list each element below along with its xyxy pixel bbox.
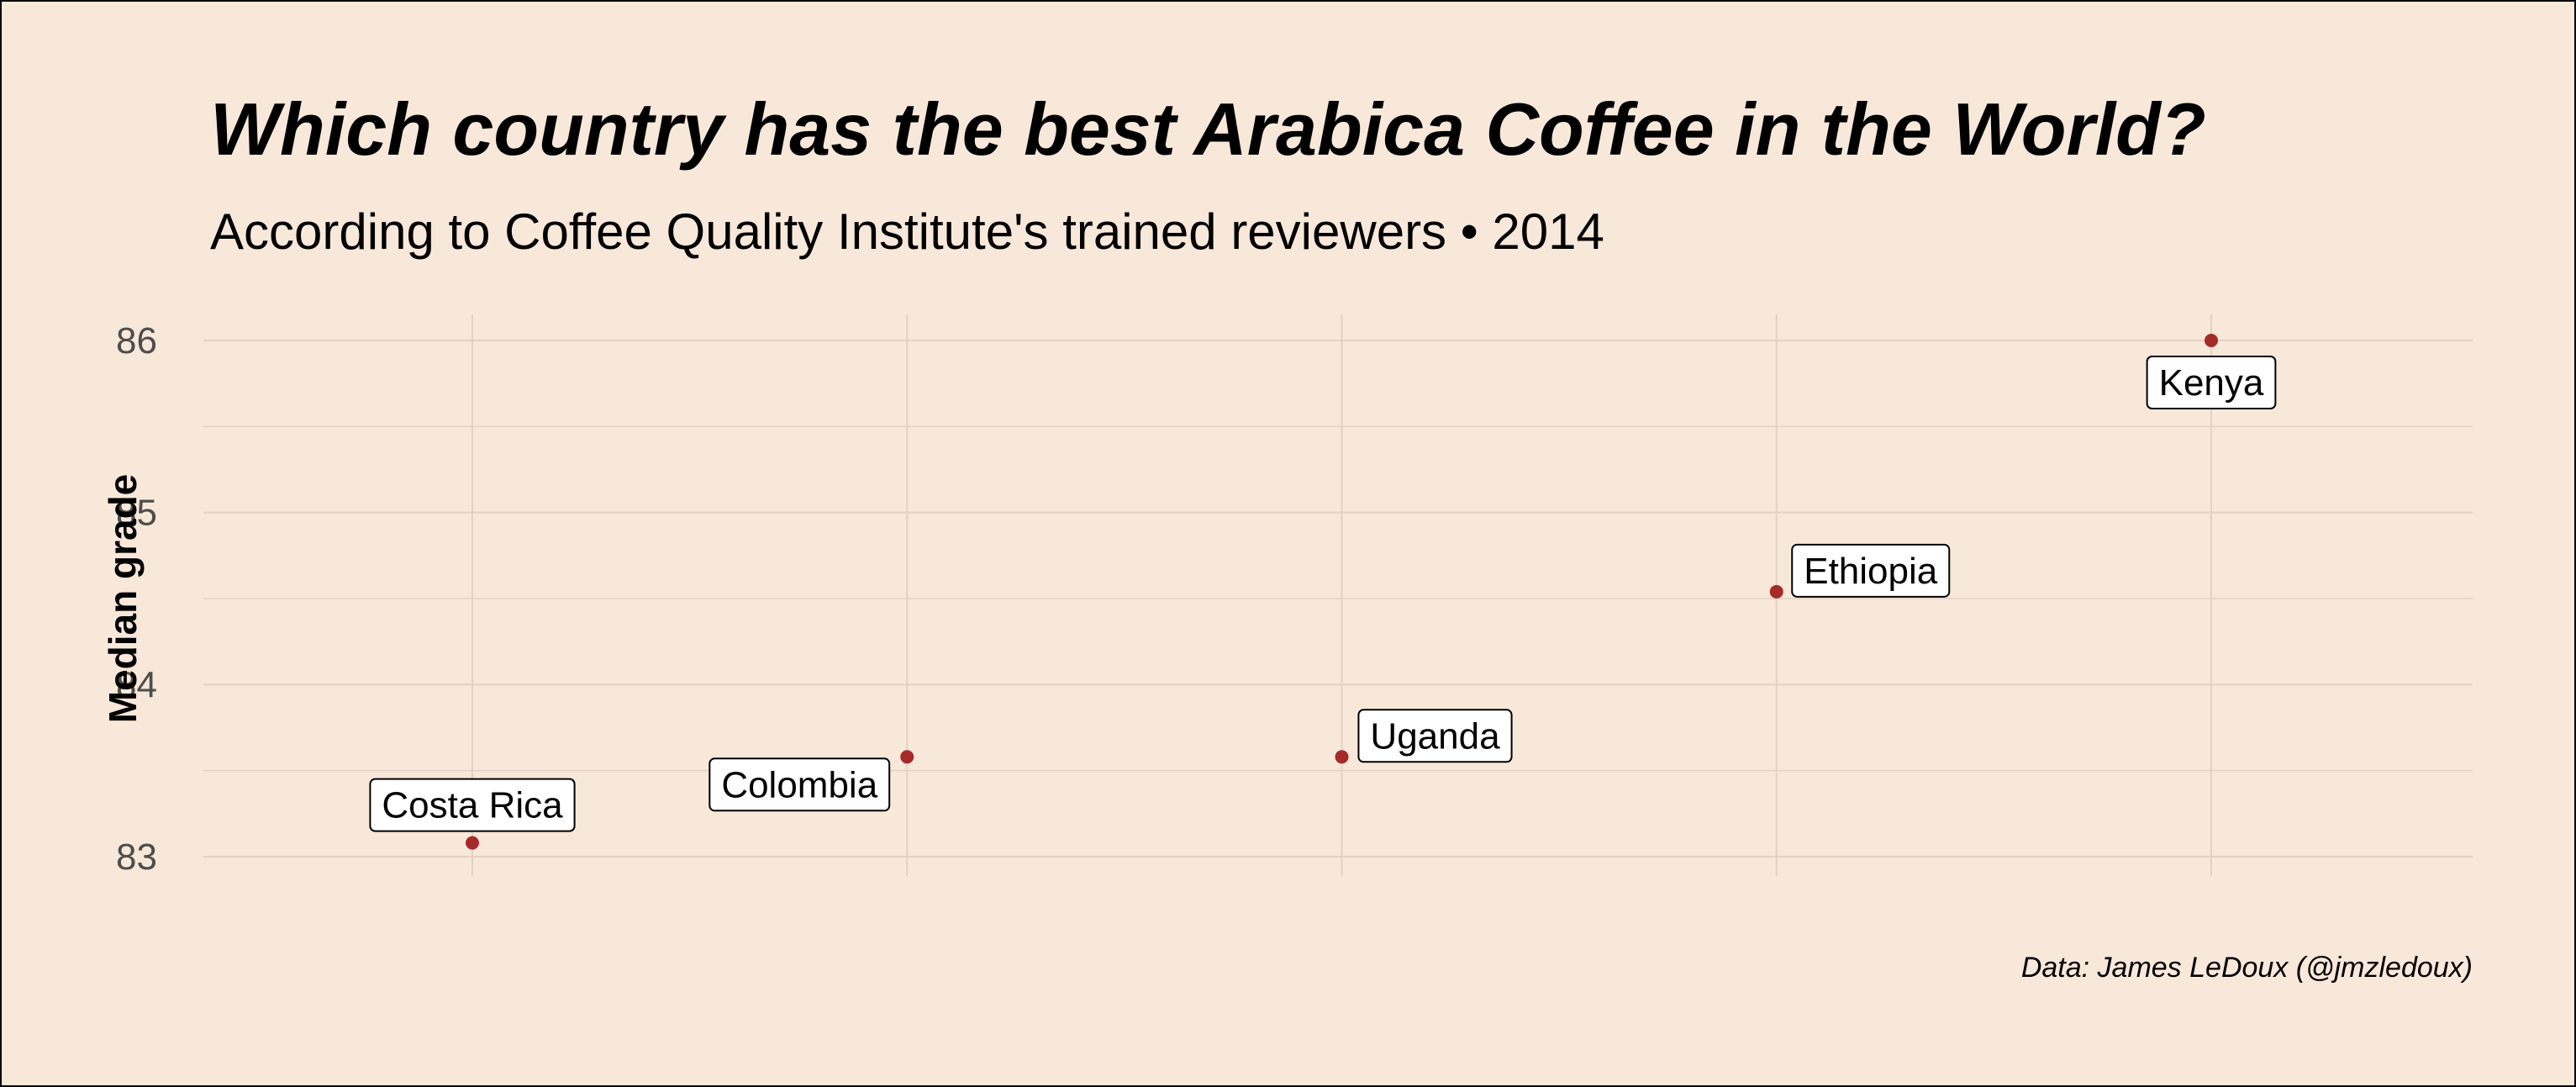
data-labels: Costa Rica Colombia Uganda Ethiopia Kenya	[369, 356, 2277, 832]
chart-subtitle: According to Coffee Quality Institute's …	[210, 203, 1604, 260]
y-tick-label: 85	[116, 493, 157, 534]
data-point	[900, 750, 914, 764]
label-background	[1357, 709, 1513, 763]
data-points	[466, 334, 2218, 850]
y-tick-label: 84	[116, 664, 157, 705]
data-point	[2205, 334, 2218, 347]
data-point	[466, 836, 479, 850]
y-axis-title: Median grade	[101, 474, 145, 724]
point-label: Colombia	[721, 764, 877, 805]
data-point	[1769, 584, 1783, 599]
point-label-box: Ethiopia	[1791, 543, 1951, 598]
label-background	[369, 778, 576, 832]
label-background	[709, 757, 891, 812]
point-label-box: Uganda	[1357, 709, 1513, 763]
point-label: Ethiopia	[1804, 551, 1938, 592]
y-tick-label: 83	[116, 836, 157, 878]
chart-title: Which country has the best Arabica Coffe…	[210, 87, 2206, 171]
point-label-box: Costa Rica	[369, 778, 576, 832]
point-label-box: Kenya	[2146, 356, 2277, 409]
point-label: Kenya	[2159, 362, 2264, 404]
label-background	[1791, 543, 1951, 598]
y-tick-label: 86	[116, 320, 157, 361]
point-label-box: Colombia	[709, 757, 891, 812]
point-label: Costa Rica	[382, 785, 563, 826]
point-label: Uganda	[1370, 715, 1500, 757]
data-point	[1335, 750, 1349, 764]
y-axis-ticks: 83 84 85 86	[116, 320, 157, 878]
label-background	[2146, 356, 2277, 409]
caption: Data: James LeDoux (@jmzledoux)	[2021, 952, 2473, 984]
